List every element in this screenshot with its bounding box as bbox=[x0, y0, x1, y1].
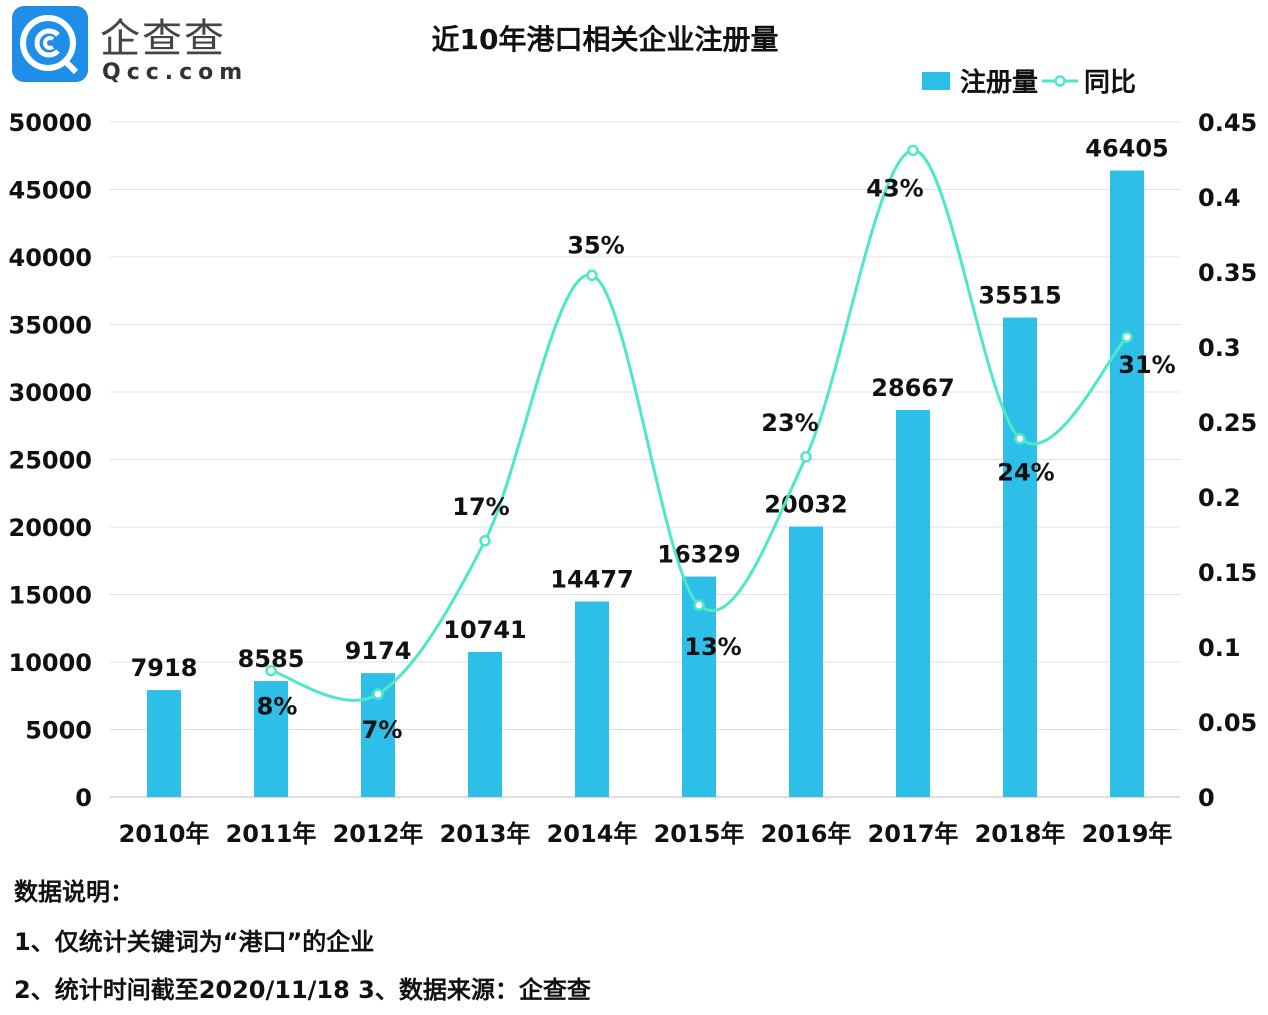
line-point bbox=[907, 144, 919, 157]
line-point bbox=[372, 688, 384, 700]
bar-value-label: 16329 bbox=[657, 541, 741, 569]
legend-line-swatch bbox=[1042, 74, 1079, 87]
right-tick-label: 0 bbox=[1198, 784, 1215, 812]
bar bbox=[1110, 170, 1144, 798]
bar bbox=[789, 526, 823, 797]
bar-value-label: 35515 bbox=[978, 282, 1062, 310]
right-tick-label: 0.4 bbox=[1198, 184, 1241, 212]
logo-name-en: Qcc.com bbox=[102, 60, 249, 85]
line-point bbox=[693, 599, 705, 611]
line-value-label: 13% bbox=[684, 633, 741, 661]
bar bbox=[1003, 317, 1037, 797]
bar-value-label: 20032 bbox=[764, 491, 848, 519]
line-value-label: 7% bbox=[362, 716, 403, 744]
line-series bbox=[270, 148, 1129, 702]
left-tick-label: 25000 bbox=[9, 447, 93, 475]
bar bbox=[254, 681, 288, 797]
bar-value-label: 9174 bbox=[345, 637, 412, 665]
line-value-label: 8% bbox=[257, 693, 298, 721]
line-value-label: 43% bbox=[866, 174, 923, 202]
line-value-label: 23% bbox=[761, 409, 818, 437]
left-tick-label: 30000 bbox=[9, 379, 93, 407]
legend-line-label: 同比 bbox=[1084, 68, 1137, 98]
x-tick-label: 2012年 bbox=[333, 820, 424, 848]
bar bbox=[682, 576, 716, 797]
x-tick-label: 2010年 bbox=[119, 820, 210, 848]
left-tick-label: 15000 bbox=[9, 582, 93, 610]
line-point bbox=[1014, 432, 1026, 445]
right-tick-label: 0.45 bbox=[1198, 109, 1257, 137]
legend-bar-swatch bbox=[922, 71, 950, 90]
bar-value-label: 7918 bbox=[131, 654, 198, 682]
x-tick-label: 2019年 bbox=[1082, 820, 1173, 848]
x-tick-label: 2017年 bbox=[868, 820, 959, 848]
x-tick-label: 2013年 bbox=[440, 820, 531, 848]
bar bbox=[147, 690, 181, 797]
x-tick-label: 2018年 bbox=[975, 820, 1066, 848]
x-tick-label: 2011年 bbox=[226, 820, 317, 848]
left-tick-label: 20000 bbox=[9, 514, 93, 542]
left-tick-label: 10000 bbox=[9, 649, 93, 677]
bar bbox=[468, 651, 502, 797]
left-tick-label: 50000 bbox=[9, 109, 93, 137]
notes-heading: 数据说明： bbox=[14, 878, 134, 906]
left-tick-label: 40000 bbox=[9, 244, 93, 272]
right-tick-label: 0.3 bbox=[1198, 334, 1241, 362]
left-tick-label: 0 bbox=[75, 784, 92, 812]
bar bbox=[896, 409, 930, 797]
notes-line-2: 2、统计时间截至2020/11/18 3、数据来源：企查查 bbox=[14, 976, 591, 1004]
chart-title: 近10年港口相关企业注册量 bbox=[431, 23, 779, 56]
line-value-label: 24% bbox=[997, 459, 1054, 487]
line-point bbox=[479, 535, 491, 547]
left-tick-label: 35000 bbox=[9, 312, 93, 340]
x-tick-label: 2016年 bbox=[761, 820, 852, 848]
x-tick-label: 2015年 bbox=[654, 820, 745, 848]
line-value-label: 35% bbox=[567, 231, 624, 259]
right-tick-label: 0.15 bbox=[1198, 559, 1257, 587]
legend: 注册量 同比 bbox=[922, 62, 1136, 99]
line-point bbox=[586, 269, 598, 282]
line-point bbox=[800, 451, 812, 463]
right-tick-label: 0.1 bbox=[1198, 634, 1241, 662]
bar bbox=[575, 601, 609, 797]
logo-name-cn: 企查查 bbox=[100, 16, 226, 62]
bar-value-label: 14477 bbox=[550, 566, 634, 594]
right-tick-label: 0.35 bbox=[1198, 259, 1257, 287]
x-tick-label: 2014年 bbox=[547, 820, 638, 848]
left-tick-label: 5000 bbox=[25, 717, 92, 745]
notes-line-1: 1、仅统计关键词为“港口”的企业 bbox=[14, 928, 375, 956]
right-tick-label: 0.2 bbox=[1198, 484, 1241, 512]
line-point bbox=[1121, 331, 1133, 343]
line-value-label: 31% bbox=[1118, 351, 1175, 379]
qcc-logo-icon bbox=[12, 6, 88, 82]
bar-value-label: 28667 bbox=[871, 374, 955, 402]
right-tick-label: 0.25 bbox=[1198, 409, 1257, 437]
legend-bar-label: 注册量 bbox=[960, 68, 1039, 98]
bar-value-label: 46405 bbox=[1085, 135, 1169, 163]
left-tick-label: 45000 bbox=[9, 177, 93, 205]
bar-value-label: 10741 bbox=[443, 616, 527, 644]
line-point bbox=[265, 664, 277, 677]
right-tick-label: 0.05 bbox=[1198, 709, 1257, 737]
line-value-label: 17% bbox=[452, 493, 509, 521]
